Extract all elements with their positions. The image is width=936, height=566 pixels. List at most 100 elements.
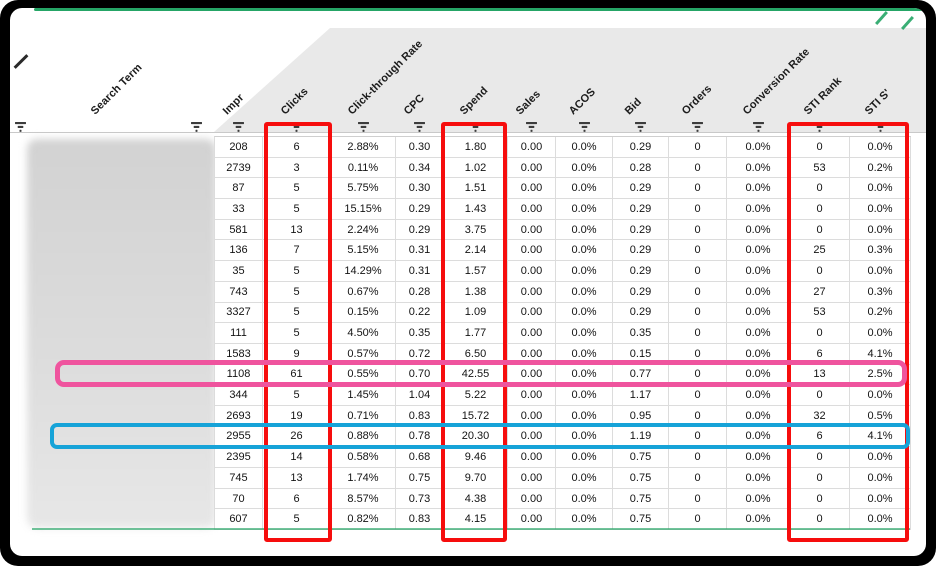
cell-sales[interactable]: 0.00	[508, 405, 556, 426]
cell-sti-rank[interactable]: 53	[790, 157, 850, 178]
clicks-filter-icon[interactable]	[291, 119, 302, 132]
cell-acos[interactable]: 0.0%	[556, 281, 613, 302]
cell-sales[interactable]: 0.00	[508, 385, 556, 405]
cell-sales[interactable]: 0.00	[508, 509, 556, 530]
cell-sti-rank[interactable]: 53	[790, 302, 850, 323]
cell-bid[interactable]: 0.75	[613, 447, 669, 467]
cell-cpc[interactable]: 0.22	[396, 302, 444, 323]
cell-spend[interactable]: 1.80	[444, 137, 508, 157]
cell-conversion-rate[interactable]: 0.0%	[727, 509, 790, 530]
cell-conversion-rate[interactable]: 0.0%	[727, 137, 790, 157]
cell-acos[interactable]: 0.0%	[556, 509, 613, 530]
cell-spend[interactable]: 4.15	[444, 509, 508, 530]
cell-clicks[interactable]: 5	[263, 323, 331, 343]
conversion-rate-filter-icon[interactable]	[752, 119, 764, 132]
header-sti-rank[interactable]: STI Rank	[801, 74, 845, 118]
cell-conversion-rate[interactable]: 0.0%	[727, 240, 790, 261]
cell-acos[interactable]: 0.0%	[556, 199, 613, 219]
cell-bid[interactable]: 0.29	[613, 281, 669, 302]
cell-spend[interactable]: 1.38	[444, 281, 508, 302]
cell-conversion-rate[interactable]: 0.0%	[727, 468, 790, 488]
cell-orders[interactable]: 0	[669, 385, 727, 405]
cell-sales[interactable]: 0.00	[508, 199, 556, 219]
cell-click-through-rate[interactable]: 0.88%	[331, 426, 396, 447]
impr-filter-icon[interactable]	[233, 119, 244, 132]
cell-spend[interactable]: 42.55	[444, 364, 508, 385]
cell-acos[interactable]: 0.0%	[556, 426, 613, 447]
cell-sti-share[interactable]: 2.5%	[850, 364, 911, 385]
cell-spend[interactable]: 3.75	[444, 219, 508, 240]
cell-acos[interactable]: 0.0%	[556, 468, 613, 488]
cell-spend[interactable]: 15.72	[444, 405, 508, 426]
cell-clicks[interactable]: 13	[263, 468, 331, 488]
cell-impr[interactable]: 745	[215, 468, 263, 488]
cell-bid[interactable]: 0.77	[613, 364, 669, 385]
cell-impr[interactable]: 2955	[215, 426, 263, 447]
cell-orders[interactable]: 0	[669, 157, 727, 178]
cell-bid[interactable]: 0.75	[613, 468, 669, 488]
sales-filter-icon[interactable]	[526, 119, 537, 132]
cell-sti-rank[interactable]: 0	[790, 199, 850, 219]
cell-sti-rank[interactable]: 0	[790, 261, 850, 281]
cell-clicks[interactable]: 5	[263, 261, 331, 281]
cell-sti-rank[interactable]: 0	[790, 468, 850, 488]
cell-impr[interactable]: 3327	[215, 302, 263, 323]
cell-bid[interactable]: 0.95	[613, 405, 669, 426]
cell-sti-rank[interactable]: 0	[790, 488, 850, 509]
cell-sti-share[interactable]: 0.0%	[850, 219, 911, 240]
cell-bid[interactable]: 0.15	[613, 343, 669, 364]
cell-bid[interactable]: 1.17	[613, 385, 669, 405]
cell-conversion-rate[interactable]: 0.0%	[727, 157, 790, 178]
cell-sti-rank[interactable]: 13	[790, 364, 850, 385]
cell-acos[interactable]: 0.0%	[556, 157, 613, 178]
cell-acos[interactable]: 0.0%	[556, 323, 613, 343]
cell-bid[interactable]: 0.29	[613, 240, 669, 261]
cell-impr[interactable]: 70	[215, 488, 263, 509]
cell-acos[interactable]: 0.0%	[556, 261, 613, 281]
cell-orders[interactable]: 0	[669, 426, 727, 447]
cell-sti-rank[interactable]: 27	[790, 281, 850, 302]
cell-conversion-rate[interactable]: 0.0%	[727, 385, 790, 405]
cell-click-through-rate[interactable]: 1.74%	[331, 468, 396, 488]
cell-conversion-rate[interactable]: 0.0%	[727, 178, 790, 199]
cell-impr[interactable]: 111	[215, 323, 263, 343]
cell-sti-rank[interactable]: 0	[790, 447, 850, 467]
cell-cpc[interactable]: 0.70	[396, 364, 444, 385]
cell-click-through-rate[interactable]: 0.71%	[331, 405, 396, 426]
sti-share-filter-icon[interactable]	[874, 119, 886, 132]
cell-orders[interactable]: 0	[669, 447, 727, 467]
cell-sti-rank[interactable]: 32	[790, 405, 850, 426]
cell-sti-share[interactable]: 0.0%	[850, 199, 911, 219]
cell-cpc[interactable]: 0.68	[396, 447, 444, 467]
cell-sti-rank[interactable]: 6	[790, 343, 850, 364]
cell-acos[interactable]: 0.0%	[556, 447, 613, 467]
header-acos[interactable]: ACOS	[566, 86, 598, 118]
cell-conversion-rate[interactable]: 0.0%	[727, 488, 790, 509]
cell-orders[interactable]: 0	[669, 219, 727, 240]
header-bid[interactable]: Bid	[622, 96, 645, 118]
cell-acos[interactable]: 0.0%	[556, 488, 613, 509]
cell-sti-rank[interactable]: 6	[790, 426, 850, 447]
cell-click-through-rate[interactable]: 0.82%	[331, 509, 396, 530]
cell-cpc[interactable]: 0.30	[396, 137, 444, 157]
cell-sti-share[interactable]: 0.2%	[850, 157, 911, 178]
cell-conversion-rate[interactable]: 0.0%	[727, 261, 790, 281]
cell-sales[interactable]: 0.00	[508, 488, 556, 509]
cell-impr[interactable]: 607	[215, 509, 263, 530]
cell-sti-share[interactable]: 0.0%	[850, 447, 911, 467]
cell-orders[interactable]: 0	[669, 323, 727, 343]
cell-conversion-rate[interactable]: 0.0%	[727, 281, 790, 302]
cell-impr[interactable]: 35	[215, 261, 263, 281]
cell-acos[interactable]: 0.0%	[556, 364, 613, 385]
cell-sti-rank[interactable]: 0	[790, 137, 850, 157]
cell-cpc[interactable]: 0.31	[396, 240, 444, 261]
header-orders[interactable]: Orders	[679, 82, 715, 118]
cell-cpc[interactable]: 0.78	[396, 426, 444, 447]
cell-cpc[interactable]: 0.29	[396, 219, 444, 240]
cell-clicks[interactable]: 5	[263, 281, 331, 302]
cell-clicks[interactable]: 7	[263, 240, 331, 261]
cell-bid[interactable]: 1.19	[613, 426, 669, 447]
cell-bid[interactable]: 0.29	[613, 219, 669, 240]
cell-click-through-rate[interactable]: 2.88%	[331, 137, 396, 157]
header-impr[interactable]: Impr	[220, 91, 247, 118]
